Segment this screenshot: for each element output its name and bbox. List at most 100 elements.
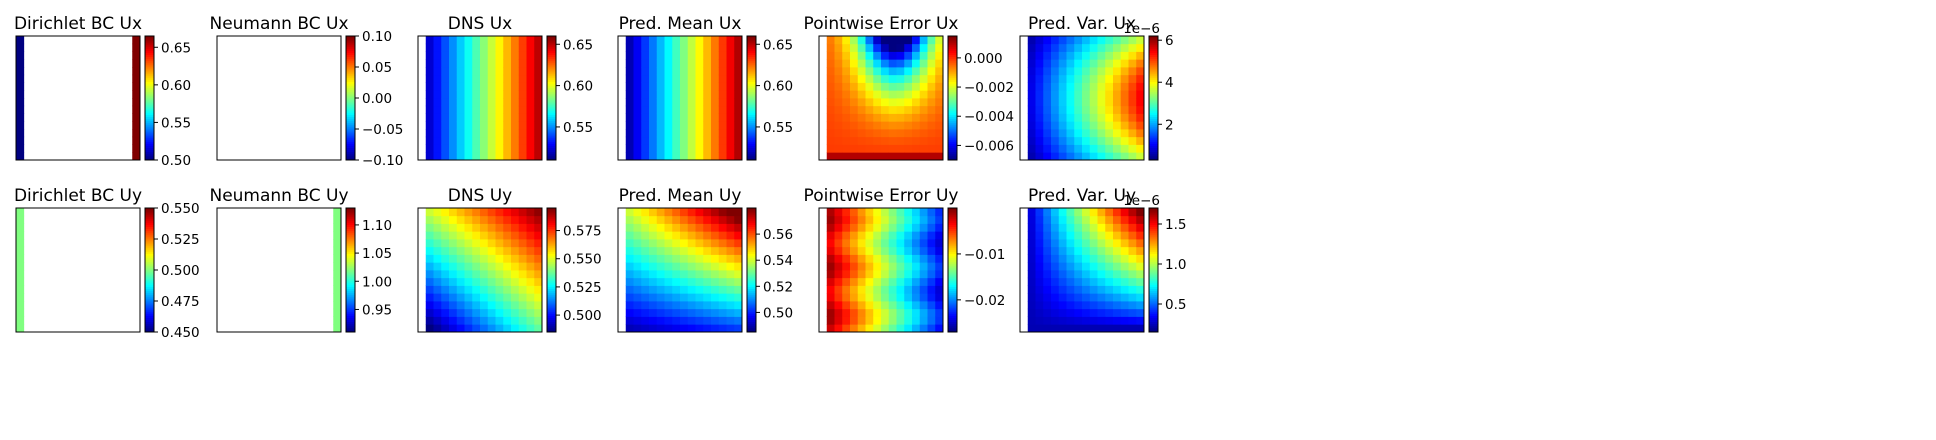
heatmap-cell: [456, 270, 465, 279]
heatmap-cell: [1066, 324, 1075, 333]
heatmap-cell: [503, 254, 512, 263]
heatmap-cell: [425, 82, 434, 91]
colorbar-segment: [547, 317, 556, 320]
colorbar-segment: [948, 58, 957, 62]
heatmap-cell: [441, 98, 450, 107]
heatmap-cell: [1113, 270, 1122, 279]
colorbar-segment: [1149, 50, 1158, 53]
heatmap-cell: [1058, 51, 1067, 60]
heatmap-cell: [641, 82, 650, 91]
heatmap-cell: [865, 277, 874, 286]
heatmap-cell: [1027, 36, 1036, 45]
colorbar-segment: [747, 116, 756, 120]
heatmap-cell: [888, 262, 897, 271]
heatmap-cell: [518, 231, 527, 240]
heatmap-cell: [1120, 231, 1129, 240]
heatmap-cell: [865, 98, 874, 107]
colorbar-segment: [948, 95, 957, 99]
heatmap-cell: [927, 293, 936, 302]
heatmap-cell: [734, 90, 743, 99]
heatmap-cell: [850, 74, 859, 83]
plot-frame: [617, 207, 743, 333]
heatmap-cell: [441, 231, 450, 240]
colorbar-segment: [747, 58, 756, 62]
heatmap-cell: [734, 208, 743, 217]
colorbar-segment: [145, 62, 154, 66]
colorbar-segment: [145, 232, 154, 236]
colorbar-segment: [145, 48, 154, 51]
heatmap-cell: [927, 208, 936, 217]
colorbar-segment: [1149, 137, 1158, 140]
heatmap-cell: [672, 51, 681, 60]
colorbar-segment: [145, 245, 154, 248]
heatmap-cell: [441, 277, 450, 286]
heatmap-cell: [1113, 129, 1122, 138]
colorbar-segment: [948, 278, 957, 281]
heatmap-cell: [480, 254, 489, 263]
heatmap-cell: [1128, 324, 1137, 333]
colorbar-segment: [1149, 114, 1158, 117]
colorbar-segment: [948, 147, 957, 151]
colorbar-segment: [1149, 294, 1158, 298]
heatmap-cell: [919, 208, 928, 217]
heatmap-cell: [912, 285, 921, 294]
colorbar-segment: [1149, 102, 1158, 105]
heatmap-cell: [625, 262, 634, 271]
heatmap-cell: [495, 239, 504, 248]
heatmap-cell: [726, 270, 735, 279]
colorbar-segment: [145, 38, 154, 41]
heatmap-cell: [664, 277, 673, 286]
colorbar-segment: [145, 44, 154, 47]
heatmap-cell: [1035, 98, 1044, 107]
colorbar-segment: [1149, 38, 1158, 41]
colorbar-segment: [747, 263, 756, 267]
colorbar-segment: [948, 73, 957, 76]
heatmap-cell: [472, 67, 481, 76]
heatmap-cell: [518, 113, 527, 122]
colorbar-segment: [948, 212, 957, 215]
heatmap-cell: [1097, 285, 1106, 294]
colorbar-segment: [747, 216, 756, 219]
heatmap-cell: [487, 136, 496, 145]
colorbar-segment: [1149, 222, 1158, 225]
colorbar-segment: [1149, 298, 1158, 302]
colorbar-segment: [747, 212, 756, 215]
heatmap-cell: [842, 293, 851, 302]
heatmap-cell: [480, 262, 489, 271]
heatmap-cell: [695, 262, 704, 271]
subplot-dns_ux: DNS Ux0.650.600.55: [417, 14, 593, 161]
heatmap-cell: [1074, 246, 1083, 255]
heatmap-cell: [1105, 144, 1114, 153]
heatmap-cell: [425, 36, 434, 45]
heatmap-cell: [1128, 262, 1137, 271]
heatmap-cell: [834, 239, 843, 248]
heatmap-cell: [641, 74, 650, 83]
heatmap-cell: [433, 231, 442, 240]
heatmap-cell: [680, 316, 689, 325]
heatmap-cell: [633, 324, 642, 333]
heatmap-cell: [1120, 254, 1129, 263]
colorbar-segment: [547, 272, 556, 275]
colorbar-segment: [948, 62, 957, 66]
heatmap-cell: [456, 43, 465, 52]
heatmap-cell: [641, 136, 650, 145]
heatmap-cell: [857, 262, 866, 271]
heatmap-cell: [1105, 82, 1114, 91]
heatmap-cell: [16, 262, 25, 271]
heatmap-cell: [826, 208, 835, 217]
heatmap-cell: [1051, 144, 1060, 153]
heatmap-cell: [1120, 113, 1129, 122]
heatmap-cell: [1105, 223, 1114, 232]
heatmap-cell: [888, 231, 897, 240]
heatmap-cell: [865, 105, 874, 114]
heatmap-cell: [1027, 129, 1036, 138]
heatmap-cell: [1120, 51, 1129, 60]
heatmap-cell: [1128, 59, 1137, 68]
colorbar-segment: [547, 294, 556, 298]
heatmap-cell: [857, 215, 866, 224]
colorbar-segment: [948, 259, 957, 263]
colorbar-segment: [948, 305, 957, 308]
heatmap-cell: [664, 36, 673, 45]
heatmap-cell: [912, 293, 921, 302]
heatmap-cell: [711, 59, 720, 68]
